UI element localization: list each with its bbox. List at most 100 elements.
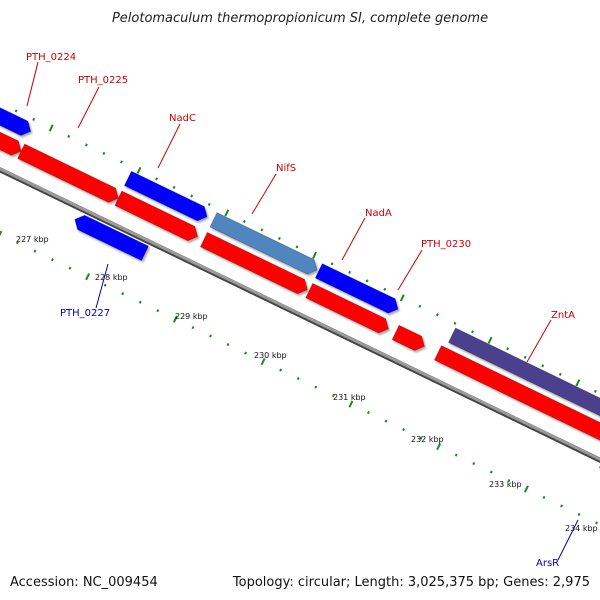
gene-label-arsr: ArsR	[536, 558, 559, 569]
minor-tick-mark	[15, 241, 19, 245]
gene-arrow-nifs-fwd[interactable]	[199, 231, 308, 295]
minor-tick-mark	[84, 143, 88, 147]
tick-label: 231 kbp	[333, 393, 366, 402]
tick-label: 233 kbp	[489, 480, 522, 489]
gene-arrow-nada-fwd[interactable]	[305, 282, 389, 334]
minor-tick-mark	[402, 427, 406, 432]
minor-tick-mark	[260, 228, 264, 232]
major-tick-mark	[85, 273, 91, 281]
minor-tick-mark	[279, 368, 283, 372]
gene-label-pth-0230: PTH_0230	[421, 239, 471, 250]
minor-tick-mark	[348, 270, 352, 274]
minor-tick-mark	[506, 347, 510, 351]
minor-tick-mark	[226, 343, 230, 347]
minor-tick-mark	[172, 185, 176, 189]
tick-label: 232 kbp	[411, 435, 444, 444]
gene-label-pth-0224: PTH_0224	[26, 52, 76, 63]
gene-arrow-pth-0227[interactable]	[74, 214, 150, 262]
minor-tick-mark	[330, 262, 334, 266]
minor-tick-mark	[68, 266, 72, 270]
gene-track	[0, 97, 600, 470]
minor-tick-mark	[419, 436, 423, 440]
gene-arrow-nada[interactable]	[314, 263, 399, 314]
minor-tick-mark	[418, 304, 422, 308]
gene-arrow-znta-fwd[interactable]	[433, 345, 600, 469]
minor-tick-mark	[558, 372, 562, 376]
tick-label: 228 kbp	[95, 273, 128, 282]
minor-tick-mark	[593, 389, 597, 393]
gene-label-znta: ZntA	[551, 310, 575, 321]
minor-tick-mark	[14, 109, 18, 113]
minor-tick-mark	[120, 160, 123, 164]
major-tick-mark	[172, 315, 178, 323]
major-tick-mark	[260, 358, 266, 366]
gene-arrow-nadc-fwd[interactable]	[114, 190, 199, 242]
minor-tick-mark	[472, 461, 476, 466]
tick-track-inner	[0, 230, 599, 525]
gene-arrow-nifs[interactable]	[209, 212, 318, 275]
tick-track-outer	[14, 109, 597, 393]
minor-tick-mark	[277, 236, 281, 240]
minor-tick-mark	[156, 309, 160, 313]
minor-tick-mark	[471, 330, 474, 334]
minor-tick-mark	[33, 249, 37, 253]
major-tick-mark	[136, 166, 142, 175]
minor-tick-mark	[121, 292, 125, 296]
minor-tick-mark	[138, 300, 142, 304]
minor-tick-mark	[32, 117, 36, 122]
minor-tick-mark	[367, 410, 370, 415]
minor-tick-mark	[453, 321, 457, 325]
minor-tick-mark	[365, 279, 369, 283]
major-tick-mark	[575, 379, 581, 387]
minor-tick-mark	[507, 478, 511, 483]
minor-tick-mark	[242, 219, 246, 223]
major-tick-mark	[487, 336, 493, 344]
minor-tick-mark	[244, 351, 248, 355]
minor-tick-mark	[331, 394, 335, 398]
minor-tick-mark	[542, 495, 546, 500]
minor-tick-mark	[383, 287, 387, 291]
gene-arrow-pth-0224[interactable]	[0, 97, 32, 136]
minor-tick-mark	[435, 313, 439, 317]
minor-tick-mark	[190, 194, 194, 198]
gene-arrow-nadc[interactable]	[123, 170, 208, 222]
gene-arrow-pth-0230[interactable]	[391, 324, 425, 351]
minor-tick-mark	[102, 151, 106, 156]
major-tick-mark	[0, 230, 3, 237]
minor-tick-mark	[103, 283, 107, 287]
gene-arrow-pth-0225[interactable]	[17, 143, 119, 203]
gene-labels: PTH_0224 PTH_0225 NadC NifS NadA PTH_023…	[26, 52, 575, 569]
tick-label: 227 kbp	[16, 235, 49, 244]
gene-label-nadc: NadC	[169, 113, 196, 124]
minor-tick-mark	[595, 521, 599, 525]
major-tick-mark	[524, 485, 529, 493]
major-tick-mark	[48, 124, 54, 132]
tick-label: 229 kbp	[175, 312, 208, 321]
tick-labels: 227 kbp 228 kbp 229 kbp 230 kbp 231 kbp …	[16, 235, 598, 533]
label-leaders	[26, 61, 579, 561]
genome-summary-text: Topology: circular; Length: 3,025,375 bp…	[232, 575, 590, 590]
minor-tick-mark	[155, 177, 159, 181]
major-tick-mark	[224, 209, 230, 217]
gene-label-pth-0225: PTH_0225	[78, 75, 128, 86]
minor-tick-mark	[577, 512, 581, 517]
gene-label-nada: NadA	[365, 208, 392, 219]
minor-tick-mark	[523, 355, 527, 359]
gene-arrow-znta[interactable]	[447, 327, 600, 448]
major-tick-mark	[348, 400, 354, 408]
minor-tick-mark	[296, 377, 300, 381]
minor-tick-mark	[489, 470, 493, 474]
minor-tick-mark	[67, 134, 71, 139]
gene-label-pth-0227: PTH_0227	[60, 308, 110, 319]
gene-label-nifs: NifS	[276, 163, 296, 174]
tick-label: 230 kbp	[254, 351, 287, 360]
minor-tick-mark	[314, 385, 318, 389]
minor-tick-mark	[454, 453, 458, 457]
major-tick-mark	[436, 442, 442, 451]
minor-tick-mark	[384, 419, 388, 423]
map-title: Pelotomaculum thermopropionicum SI, comp…	[112, 11, 488, 26]
gene-arrow-pth-0224-fwd[interactable]	[0, 126, 22, 156]
minor-tick-mark	[209, 334, 212, 338]
minor-tick-mark	[541, 364, 545, 368]
